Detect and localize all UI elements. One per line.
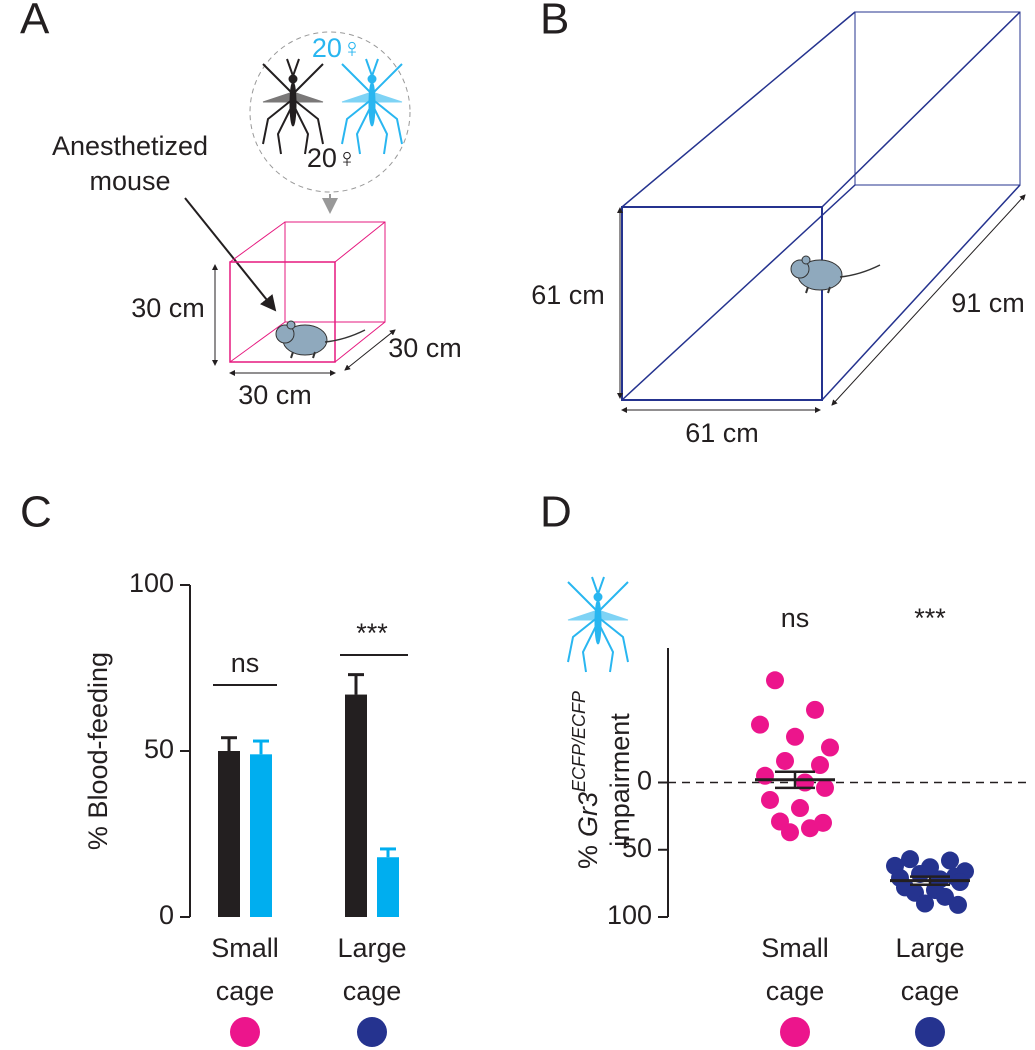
mosquito-circle xyxy=(249,31,411,193)
mosquito-count: 20♀ xyxy=(307,143,357,173)
y-tick-label: 100 xyxy=(607,900,652,930)
data-point xyxy=(821,738,839,757)
x-tick-label: Large cage xyxy=(895,933,964,1006)
bar xyxy=(218,751,240,917)
data-point xyxy=(916,894,934,913)
mosquito-icon xyxy=(341,58,403,155)
category-marker xyxy=(780,1017,810,1047)
significance: ns xyxy=(231,648,260,678)
y-tick-label: 50 xyxy=(144,734,174,764)
y-axis-label: % Gr3ECFP/ECFP xyxy=(569,691,603,869)
data-point xyxy=(941,851,959,870)
data-point xyxy=(911,864,929,883)
data-point xyxy=(901,850,919,869)
data-point xyxy=(806,700,824,719)
arrow xyxy=(184,197,277,312)
data-point xyxy=(781,823,799,842)
bar xyxy=(250,754,272,917)
dimension-label: 30 cm xyxy=(388,333,462,363)
data-point xyxy=(761,790,779,809)
x-tick-label: Large cage xyxy=(337,933,406,1006)
data-point xyxy=(756,766,774,785)
panel-label: B xyxy=(540,0,569,44)
bar xyxy=(377,857,399,917)
dimension-label: 30 cm xyxy=(238,380,312,410)
annotation: Anesthetized xyxy=(52,131,208,161)
mosquito-icon xyxy=(262,58,324,155)
y-axis-label-part: ECFP/ECFP xyxy=(569,691,589,792)
mosquito-icon xyxy=(567,576,629,673)
dimension-label: 91 cm xyxy=(951,288,1025,318)
dimension-label: 30 cm xyxy=(131,293,205,323)
bar xyxy=(345,694,367,917)
x-tick-label: Small cage xyxy=(761,933,829,1006)
y-axis-label: % Blood-feeding xyxy=(83,652,113,850)
y-tick-label: 50 xyxy=(622,833,652,863)
data-point xyxy=(751,715,769,734)
dimension-label: 61 cm xyxy=(685,418,759,448)
panel-label: C xyxy=(20,488,52,537)
significance: *** xyxy=(356,618,388,648)
y-tick-label: 0 xyxy=(637,766,652,796)
category-marker xyxy=(230,1017,260,1047)
data-point xyxy=(766,671,784,690)
data-point xyxy=(776,751,794,770)
significance: ns xyxy=(781,603,810,633)
category-marker xyxy=(915,1017,945,1047)
annotation: mouse xyxy=(89,166,170,196)
mosquito-count: 20♀ xyxy=(312,33,362,63)
y-tick-label: 0 xyxy=(159,900,174,930)
data-point xyxy=(816,778,834,797)
significance: *** xyxy=(914,603,946,633)
category-marker xyxy=(357,1017,387,1047)
large-cage xyxy=(621,11,1021,401)
data-point xyxy=(791,799,809,818)
y-axis-label-part: Gr3 xyxy=(573,792,603,837)
small-cage xyxy=(229,221,386,363)
data-point xyxy=(936,887,954,906)
data-point xyxy=(811,756,829,775)
data-point xyxy=(949,895,967,914)
y-axis-label-part: % xyxy=(573,845,603,869)
dimension-label: 61 cm xyxy=(531,280,605,310)
panel-label: A xyxy=(20,0,50,44)
mouse-icon xyxy=(790,255,881,294)
panel-label: D xyxy=(540,488,572,537)
y-tick-label: 100 xyxy=(129,568,174,598)
dimension-line xyxy=(344,329,396,371)
data-point xyxy=(786,727,804,746)
x-tick-label: Small cage xyxy=(211,933,279,1006)
data-point xyxy=(814,813,832,832)
mouse-icon xyxy=(275,320,366,359)
dimension-line xyxy=(831,194,1026,406)
y-axis-label: impairment xyxy=(605,713,635,847)
